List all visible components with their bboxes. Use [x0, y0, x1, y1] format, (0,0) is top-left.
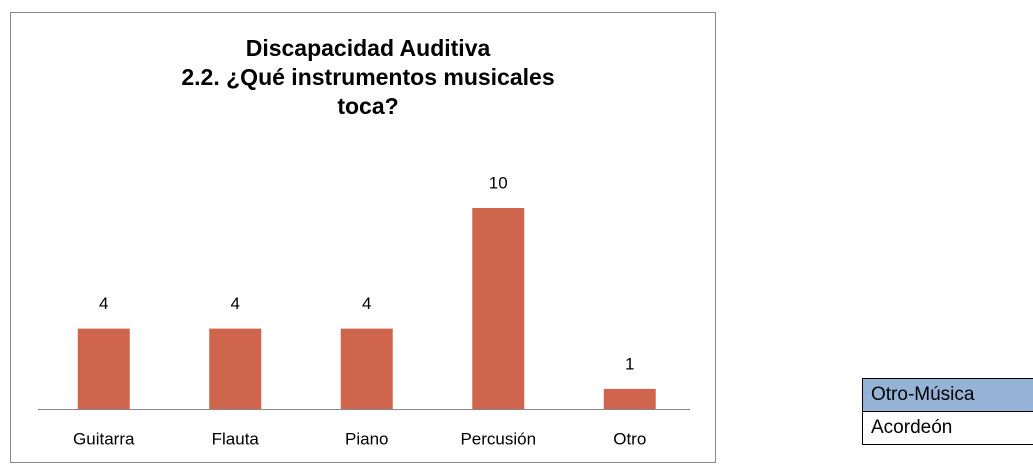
table-cell: Acordeón — [862, 411, 1033, 445]
table: Otro-Música Acordeón — [862, 378, 1033, 445]
bar — [603, 388, 656, 409]
chart-title: 2.2. ¿Qué instrumentos musicales — [181, 64, 554, 90]
data-label: 1 — [625, 354, 634, 373]
x-tick-label: Guitarra — [73, 429, 135, 448]
data-label: 10 — [489, 173, 508, 192]
x-tick-label: Piano — [345, 429, 388, 448]
table-row: Acordeón — [862, 411, 1033, 445]
x-tick-label: Flauta — [212, 429, 260, 448]
data-label: 4 — [231, 294, 240, 313]
x-tick-label: Otro — [613, 429, 646, 448]
table-row: Otro-Música — [862, 378, 1033, 412]
bar — [209, 328, 262, 409]
table-cell: Otro-Música — [862, 378, 1033, 412]
chart-title: Discapacidad Auditiva — [246, 35, 491, 61]
bar — [472, 208, 525, 409]
bar — [340, 328, 393, 409]
chart-title: toca? — [337, 93, 398, 119]
data-label: 4 — [362, 294, 371, 313]
x-tick-label: Percusión — [460, 429, 536, 448]
data-label: 4 — [99, 294, 108, 313]
bar — [77, 328, 130, 409]
